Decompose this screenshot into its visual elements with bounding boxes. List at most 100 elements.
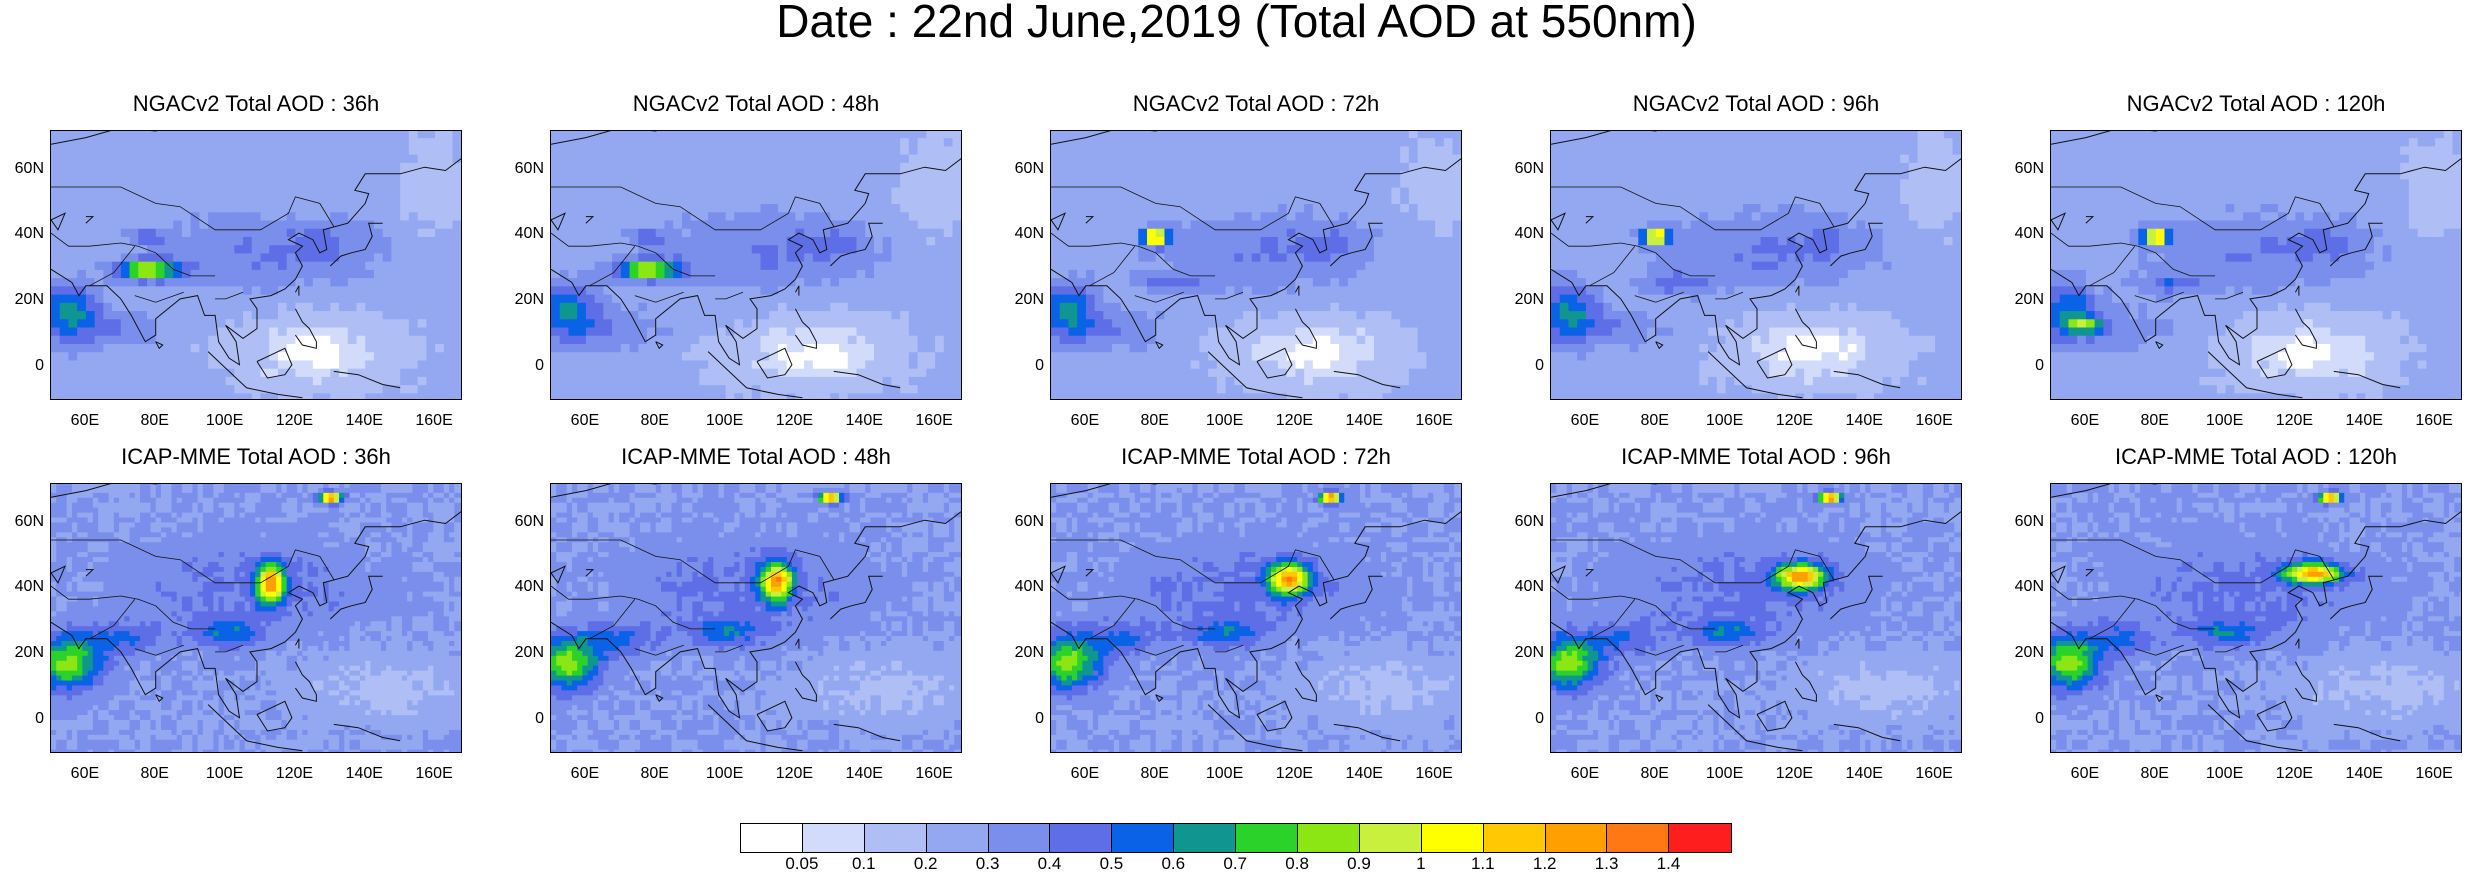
country-border — [2051, 186, 2335, 231]
country-border — [589, 245, 636, 287]
country-border — [1551, 232, 1590, 247]
colorbar-label: 1.4 — [1644, 854, 1694, 874]
coastline — [1551, 565, 1566, 584]
lon-tick-label: 100E — [200, 412, 250, 430]
country-border — [1551, 585, 1590, 600]
lat-tick-label: 20N — [4, 291, 44, 309]
country-border — [589, 598, 636, 640]
coastline — [1051, 565, 1066, 584]
lon-tick-label: 80E — [1130, 412, 1180, 430]
aod-map-panel — [1550, 130, 1962, 400]
country-border — [2051, 585, 2090, 600]
coastline — [1551, 484, 1658, 498]
colorbar-swatch — [1112, 824, 1175, 852]
coastline — [1329, 222, 1383, 267]
colorbar-swatch — [1236, 824, 1299, 852]
country-border — [134, 644, 184, 656]
lat-tick-label: 60N — [2004, 513, 2044, 531]
lon-tick-label: 100E — [2200, 765, 2250, 783]
lon-tick-label: 100E — [1700, 412, 1750, 430]
coastline — [1294, 638, 1300, 649]
lat-tick-label: 60N — [1004, 513, 1044, 531]
colorbar-label: 0.05 — [777, 854, 827, 874]
colorbar-label: 1 — [1396, 854, 1446, 874]
coastline — [329, 222, 383, 267]
coastline — [2333, 370, 2401, 389]
lon-tick-label: 160E — [2409, 412, 2459, 430]
lat-tick-label: 40N — [1504, 225, 1544, 243]
coastline — [1794, 638, 1800, 649]
lat-tick-label: 0 — [1004, 357, 1044, 375]
coastline — [333, 370, 401, 389]
coastline — [155, 694, 164, 703]
coastline — [1655, 341, 1664, 350]
coastline — [585, 569, 595, 577]
coastline — [1294, 285, 1300, 296]
lon-tick-label: 60E — [1060, 765, 1110, 783]
lon-tick-label: 60E — [60, 765, 110, 783]
panel-title: ICAP-MME Total AOD : 48h — [546, 444, 966, 470]
colorbar-label: 0.6 — [1148, 854, 1198, 874]
coastline — [294, 661, 317, 702]
country-border — [1715, 644, 1744, 653]
coastline — [51, 484, 158, 498]
lat-tick-label: 40N — [1004, 225, 1044, 243]
country-border — [1051, 585, 1090, 600]
lat-tick-label: 40N — [2004, 578, 2044, 596]
colorbar-label: 1.1 — [1458, 854, 1508, 874]
lon-tick-label: 60E — [560, 765, 610, 783]
colorbar-label: 0.5 — [1086, 854, 1136, 874]
lat-tick-label: 40N — [4, 225, 44, 243]
country-border — [1589, 242, 1716, 277]
coastline — [551, 511, 961, 719]
lon-tick-label: 100E — [1200, 765, 1250, 783]
colorbar-swatch — [741, 824, 803, 852]
lat-tick-label: 0 — [2004, 710, 2044, 728]
coastline — [1333, 723, 1401, 742]
country-border — [551, 186, 835, 231]
country-border — [1589, 245, 1636, 287]
aod-field — [1051, 131, 1461, 399]
country-border — [1715, 291, 1744, 300]
colorbar-swatch — [1298, 824, 1360, 852]
lon-tick-label: 100E — [200, 765, 250, 783]
country-border — [2089, 598, 2136, 640]
country-border — [1089, 245, 1136, 287]
lon-tick-label: 140E — [839, 412, 889, 430]
aod-field — [1551, 131, 1961, 399]
aod-map-panel — [1550, 483, 1962, 753]
colorbar-swatch — [1359, 824, 1422, 852]
lat-tick-label: 0 — [504, 710, 544, 728]
lat-tick-label: 20N — [504, 644, 544, 662]
country-border — [634, 644, 684, 656]
lat-tick-label: 0 — [4, 710, 44, 728]
country-border — [1089, 595, 1216, 630]
lat-tick-label: 20N — [1504, 291, 1544, 309]
coastline — [2051, 484, 2158, 498]
coastline — [2051, 565, 2066, 584]
coastline — [1655, 694, 1664, 703]
lat-tick-label: 0 — [1504, 710, 1544, 728]
panel-title: NGACv2 Total AOD : 72h — [1046, 91, 1466, 117]
country-border — [1551, 539, 1835, 584]
coastline — [794, 661, 817, 702]
coastline — [329, 575, 383, 620]
coastline — [2051, 212, 2066, 231]
aod-map-panel — [550, 130, 962, 400]
coastline — [829, 222, 883, 267]
coastline — [1256, 700, 1293, 732]
country-border — [1089, 242, 1216, 277]
aod-field — [1551, 484, 1961, 752]
coastline — [2329, 575, 2383, 620]
lon-tick-label: 60E — [2060, 765, 2110, 783]
coastline — [207, 704, 303, 752]
coastline — [51, 212, 66, 231]
country-border — [1589, 598, 1636, 640]
lon-tick-label: 160E — [1909, 765, 1959, 783]
colorbar-label: 0.4 — [1025, 854, 1075, 874]
coastline — [1756, 347, 1793, 379]
coastline — [1294, 661, 1317, 702]
aod-map-panel — [1050, 483, 1462, 753]
coastline — [794, 285, 800, 296]
country-border — [2089, 595, 2216, 630]
